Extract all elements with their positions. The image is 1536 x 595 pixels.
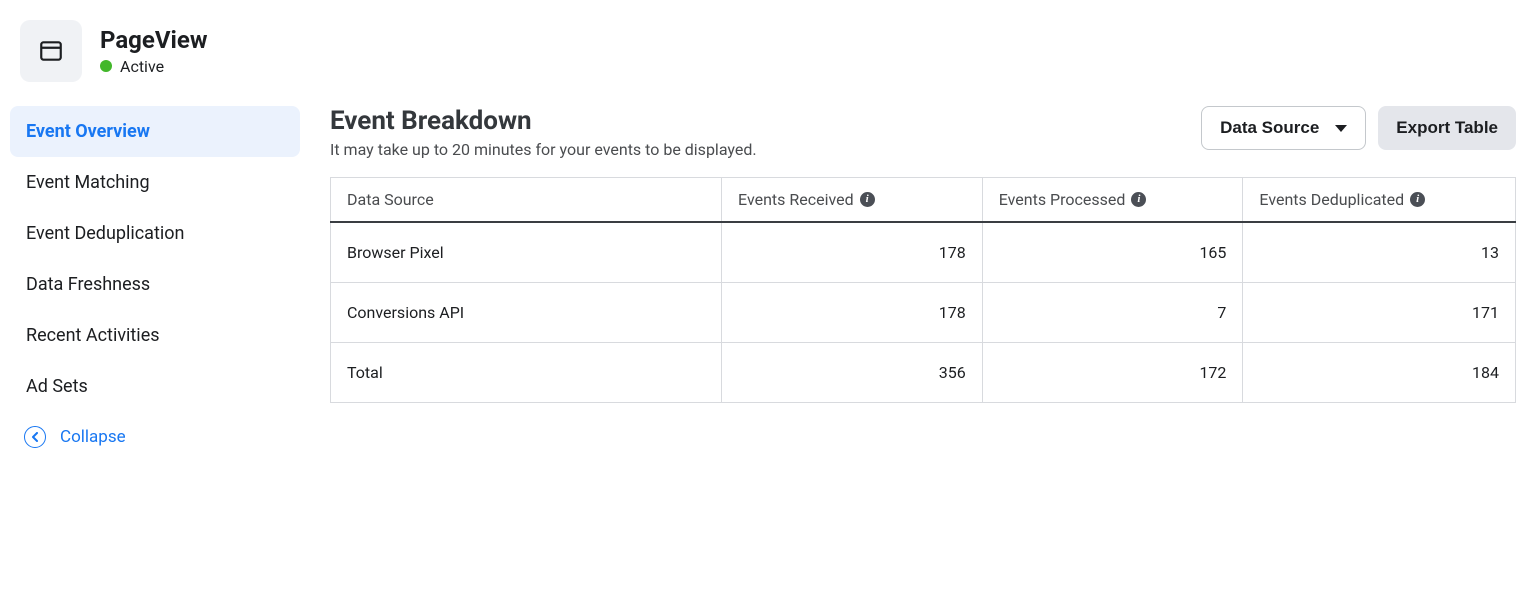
sidebar-item-data-freshness[interactable]: Data Freshness <box>10 259 300 310</box>
info-icon[interactable]: i <box>1410 192 1425 207</box>
collapse-label: Collapse <box>60 427 126 447</box>
cell-value: 356 <box>722 343 983 403</box>
cell-value: 178 <box>722 222 983 283</box>
column-header: Events Processed i <box>982 178 1243 223</box>
column-label: Events Deduplicated <box>1259 190 1404 209</box>
event-icon-box <box>20 20 82 82</box>
cell-value: 7 <box>982 283 1243 343</box>
table-row: Browser Pixel17816513 <box>331 222 1516 283</box>
column-header: Data Source <box>331 178 722 223</box>
status-row: Active <box>100 57 207 76</box>
main-content: Event Breakdown It may take up to 20 min… <box>330 106 1516 456</box>
event-breakdown-table: Data SourceEvents ReceivediEvents Proces… <box>330 177 1516 403</box>
window-icon <box>38 38 64 64</box>
cell-value: 178 <box>722 283 983 343</box>
cell-value: 13 <box>1243 222 1516 283</box>
page-title: PageView <box>100 26 207 55</box>
cell-value: 172 <box>982 343 1243 403</box>
status-dot <box>100 60 112 72</box>
info-icon[interactable]: i <box>860 192 875 207</box>
cell-label: Browser Pixel <box>331 222 722 283</box>
sidebar-item-event-matching[interactable]: Event Matching <box>10 157 300 208</box>
cell-value: 165 <box>982 222 1243 283</box>
page-header: PageView Active <box>10 20 1516 82</box>
sidebar-item-event-deduplication[interactable]: Event Deduplication <box>10 208 300 259</box>
cell-label: Total <box>331 343 722 403</box>
sidebar: Event OverviewEvent MatchingEvent Dedupl… <box>10 106 300 456</box>
column-header: Events Received i <box>722 178 983 223</box>
table-row: Total356172184 <box>331 343 1516 403</box>
info-icon[interactable]: i <box>1131 192 1146 207</box>
export-table-label: Export Table <box>1396 118 1498 138</box>
sidebar-item-event-overview[interactable]: Event Overview <box>10 106 300 157</box>
column-label: Events Processed <box>999 190 1126 209</box>
data-source-dropdown[interactable]: Data Source <box>1201 106 1366 150</box>
cell-value: 184 <box>1243 343 1516 403</box>
sidebar-item-recent-activities[interactable]: Recent Activities <box>10 310 300 361</box>
table-row: Conversions API1787171 <box>331 283 1516 343</box>
collapse-button[interactable]: Collapse <box>10 418 300 456</box>
header-title-wrap: PageView Active <box>100 26 207 76</box>
data-source-label: Data Source <box>1220 118 1319 138</box>
section-title: Event Breakdown <box>330 106 757 136</box>
section-subtitle: It may take up to 20 minutes for your ev… <box>330 140 757 159</box>
column-header: Events Deduplicated i <box>1243 178 1516 223</box>
column-label: Data Source <box>347 190 434 209</box>
chevron-left-icon <box>24 426 46 448</box>
export-table-button[interactable]: Export Table <box>1378 106 1516 150</box>
cell-label: Conversions API <box>331 283 722 343</box>
sidebar-item-ad-sets[interactable]: Ad Sets <box>10 361 300 412</box>
cell-value: 171 <box>1243 283 1516 343</box>
action-buttons: Data Source Export Table <box>1201 106 1516 150</box>
chevron-down-icon <box>1335 125 1347 132</box>
column-label: Events Received <box>738 190 854 209</box>
section-heading-wrap: Event Breakdown It may take up to 20 min… <box>330 106 757 159</box>
status-label: Active <box>120 57 164 76</box>
